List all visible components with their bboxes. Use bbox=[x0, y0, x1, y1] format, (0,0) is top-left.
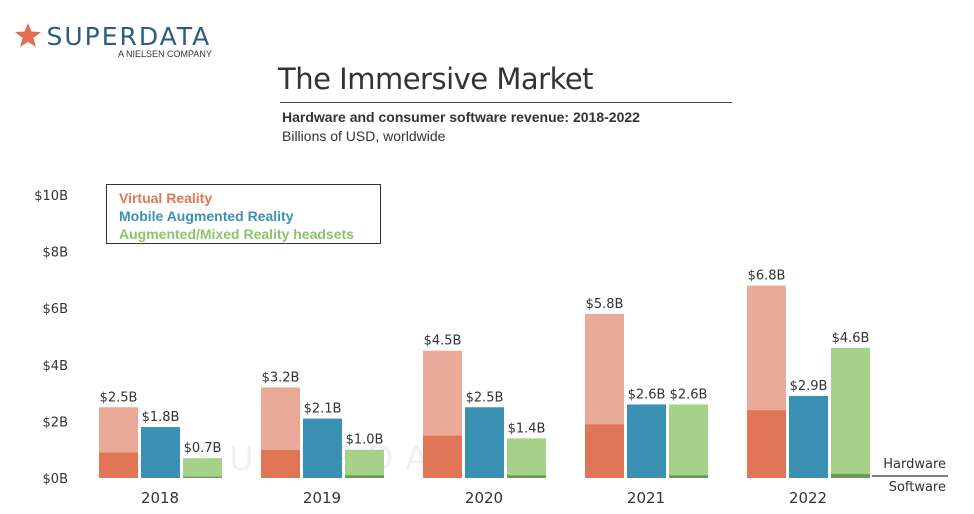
bar-software bbox=[345, 475, 384, 478]
y-tick-label: $2B bbox=[43, 415, 68, 430]
bar-software bbox=[465, 407, 504, 478]
y-tick-label: $4B bbox=[43, 359, 68, 374]
y-tick-label: $8B bbox=[43, 246, 68, 261]
logo-tagline: A NIELSEN COMPANY bbox=[118, 49, 212, 59]
bar-software bbox=[303, 418, 342, 478]
data-label: $2.6B bbox=[670, 387, 708, 402]
logo-brand: SUPERDATA bbox=[46, 22, 212, 51]
bar-software bbox=[423, 435, 462, 478]
data-label: $3.2B bbox=[262, 370, 300, 385]
data-label: $4.6B bbox=[832, 331, 870, 346]
legend: Virtual Reality Mobile Augmented Reality… bbox=[106, 184, 381, 244]
data-label: $2.1B bbox=[304, 402, 342, 417]
chart-subtitle: Hardware and consumer software revenue: … bbox=[282, 109, 640, 125]
title-rule bbox=[280, 102, 732, 103]
bar-hardware bbox=[183, 458, 222, 477]
star-icon bbox=[15, 23, 41, 47]
data-label: $2.6B bbox=[628, 387, 666, 402]
bar-software bbox=[747, 410, 786, 478]
data-label: $4.5B bbox=[424, 334, 462, 349]
x-tick-label: 2022 bbox=[789, 489, 827, 507]
bar-software bbox=[141, 427, 180, 478]
data-label: $1.8B bbox=[142, 410, 180, 425]
legend-ar-headsets: Augmented/Mixed Reality headsets bbox=[119, 226, 354, 242]
data-label: $6.8B bbox=[748, 269, 786, 284]
bar-software bbox=[669, 475, 708, 478]
legend-mobile-ar: Mobile Augmented Reality bbox=[119, 208, 294, 224]
bar-hardware bbox=[669, 404, 708, 476]
bar-hardware bbox=[507, 438, 546, 476]
logo: SUPERDATA A NIELSEN COMPANY bbox=[14, 22, 212, 59]
bar-hardware bbox=[747, 285, 786, 411]
data-label: $1.4B bbox=[508, 421, 546, 436]
y-tick-label: $10B bbox=[34, 189, 68, 204]
bar-software bbox=[99, 452, 138, 478]
bar-software bbox=[627, 404, 666, 478]
y-tick-label: $6B bbox=[43, 302, 68, 317]
chart-ylabel: Billions of USD, worldwide bbox=[282, 128, 446, 144]
bar-hardware bbox=[585, 313, 624, 425]
x-tick-label: 2019 bbox=[303, 489, 341, 507]
data-label: $2.5B bbox=[466, 390, 504, 405]
software-label: Software bbox=[889, 480, 946, 495]
data-label: $2.9B bbox=[790, 379, 828, 394]
bar-hardware bbox=[831, 347, 870, 474]
legend-vr: Virtual Reality bbox=[119, 190, 213, 206]
data-label: $0.7B bbox=[184, 441, 222, 456]
bar-software bbox=[789, 395, 828, 478]
bar-hardware bbox=[99, 407, 138, 453]
data-label: $2.5B bbox=[100, 390, 138, 405]
x-tick-label: 2020 bbox=[465, 489, 503, 507]
data-label: $1.0B bbox=[346, 433, 384, 448]
y-tick-label: $0B bbox=[43, 472, 68, 487]
bar-hardware bbox=[423, 350, 462, 436]
bar-software bbox=[261, 449, 300, 478]
bar-software bbox=[507, 475, 546, 478]
x-tick-label: 2021 bbox=[627, 489, 665, 507]
x-tick-label: 2018 bbox=[141, 489, 179, 507]
hardware-label: Hardware bbox=[883, 457, 946, 472]
data-label: $5.8B bbox=[586, 297, 624, 312]
bar-hardware bbox=[345, 449, 384, 476]
chart-title: The Immersive Market bbox=[278, 62, 594, 96]
bar-software bbox=[183, 476, 222, 478]
bar-software bbox=[585, 424, 624, 478]
bar-software bbox=[831, 473, 870, 478]
bar-hardware bbox=[261, 387, 300, 450]
